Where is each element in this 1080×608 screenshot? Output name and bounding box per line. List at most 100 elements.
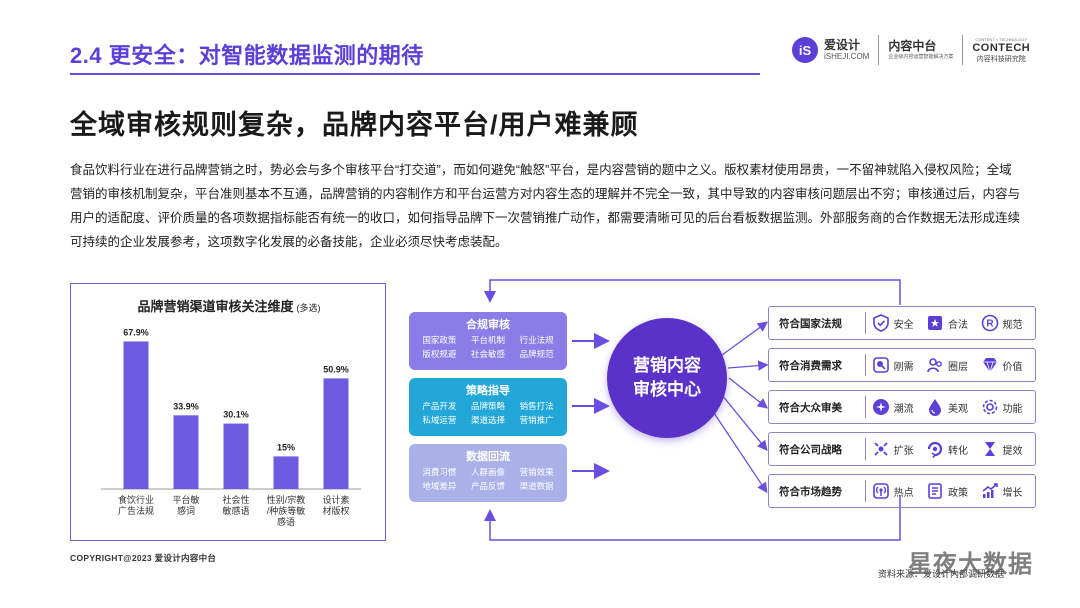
- category-item: 地域差异: [422, 481, 457, 491]
- feedback-arrow-bottom: [484, 495, 901, 541]
- requirement-item: 潮流: [872, 398, 926, 416]
- brand-divider: [878, 35, 880, 65]
- source-note: 资料来源：爱设计内部调研数据: [878, 569, 1005, 579]
- review-center-circle: 营销内容 审核中心: [607, 318, 727, 438]
- x-tick-label: 社会性: [222, 494, 249, 505]
- growth-icon: [981, 482, 999, 500]
- requirement-item: 美观: [926, 398, 980, 416]
- category-item: 消费习惯: [422, 467, 457, 477]
- content-platform-logo: 内容中台 企业级内容运营智能解决方案: [888, 39, 954, 61]
- category-title: 数据回流: [466, 451, 510, 463]
- drop-icon: [926, 398, 944, 416]
- row-divider: [864, 354, 866, 376]
- section-title: 2.4 更安全：对智能数据监测的期待: [70, 43, 424, 68]
- arrow-req-4: [721, 394, 768, 452]
- contech-tagline: CONTENT × TECHNOLOGY: [975, 36, 1028, 42]
- bar-value-label: 50.9%: [323, 364, 349, 374]
- contech-sub: 内容科技研究院: [976, 55, 1026, 63]
- requirement-item: 功能: [981, 398, 1035, 416]
- requirement-label: 符合国家法规: [779, 317, 842, 330]
- cycle-icon: [926, 440, 944, 458]
- isheji-name: 爱设计: [824, 38, 861, 52]
- chart-title: 品牌营销渠道审核关注维度 (多选): [71, 296, 387, 315]
- category-item: 品牌规范: [519, 349, 554, 359]
- requirement-label: 符合市场趋势: [779, 485, 842, 498]
- category-item: 品牌策略: [470, 401, 505, 411]
- document-icon: [926, 482, 944, 500]
- x-tick-label: 材版权: [322, 505, 349, 516]
- x-tick-label: 设计素: [322, 494, 349, 505]
- requirement-item-label: 规范: [1002, 319, 1023, 331]
- category-item: 版权规避: [422, 349, 457, 359]
- bar-value-label: 67.9%: [123, 327, 149, 337]
- shield-icon: [872, 314, 890, 332]
- isheji-logo-icon: iS: [792, 37, 818, 63]
- requirement-item-label: 价值: [1002, 361, 1023, 373]
- category-item: 私域运营: [422, 415, 457, 425]
- registered-icon: R: [981, 314, 999, 332]
- requirement-item: 政策: [926, 482, 980, 500]
- x-tick-label: 敏感语: [222, 505, 249, 516]
- arrow-req-5: [711, 409, 768, 494]
- category-item: 渠道选择: [470, 415, 505, 425]
- requirement-item-label: 热点: [893, 487, 914, 499]
- requirement-item: 价值: [981, 356, 1035, 374]
- svg-text:R: R: [986, 319, 994, 330]
- bar: [273, 456, 299, 489]
- requirement-item-label: 安全: [893, 319, 914, 331]
- category-title: 合规审核: [466, 319, 510, 331]
- requirement-item-label: 增长: [1002, 487, 1023, 499]
- arrow-req-3: [728, 377, 769, 409]
- category-item: 渠道数据: [519, 481, 554, 491]
- x-tick-label: 感语: [277, 516, 295, 527]
- bar: [123, 341, 149, 489]
- row-divider: [864, 480, 866, 502]
- requirement-item-label: 美观: [948, 403, 969, 415]
- x-tick-label: /种族等敏: [267, 505, 306, 516]
- requirement-item: 提效: [981, 440, 1035, 458]
- requirement-item: 合法: [926, 314, 980, 332]
- bar-value-label: 15%: [277, 442, 295, 452]
- row-divider: [864, 438, 866, 460]
- requirement-item-label: 潮流: [893, 403, 914, 415]
- contech-name: CONTECH: [972, 41, 1031, 54]
- diamond-icon: [981, 356, 999, 374]
- requirement-item-label: 政策: [948, 487, 969, 499]
- bar-chart-panel: 品牌营销渠道审核关注维度 (多选) 67.9% 食饮行业 广告法规 33.9% 平台敏 感词…: [70, 283, 386, 541]
- category-item: 产品反馈: [470, 481, 505, 491]
- isheji-url: iSHEJI.COM: [824, 52, 870, 61]
- requirement-row: 符合市场趋势 热点 政策 增长: [768, 474, 1036, 508]
- people-icon: [926, 356, 944, 374]
- category-item: 社会敏感: [470, 349, 505, 359]
- x-tick-label: 广告法规: [118, 505, 154, 516]
- requirement-label: 符合消费需求: [779, 359, 842, 372]
- content-platform-name: 内容中台: [888, 39, 937, 53]
- hourglass-icon: [981, 440, 999, 458]
- category-title: 策略指导: [466, 385, 510, 397]
- feedback-arrow-top: [484, 279, 901, 305]
- center-line-2: 审核中心: [633, 380, 701, 399]
- x-tick-label: 性别/宗教: [267, 494, 306, 505]
- chart-title-text: 品牌营销渠道审核关注维度: [137, 299, 294, 314]
- arrow-req-1: [721, 321, 769, 356]
- requirement-row: 符合大众审美 潮流 美观 功能: [768, 390, 1036, 424]
- watermark: 星夜大数据: [908, 551, 1033, 578]
- row-divider: [864, 396, 866, 418]
- bar: [173, 415, 199, 489]
- x-tick-label: 食饮行业: [118, 494, 154, 505]
- requirement-item-label: 扩张: [893, 445, 914, 457]
- requirement-item-label: 提效: [1002, 445, 1023, 457]
- chart-title-note: (多选): [296, 303, 321, 313]
- category-item: 销售打法: [519, 401, 554, 411]
- body-paragraph: 食品饮料行业在进行品牌营销之时，势必会与多个审核平台“打交道”，而如何避免“触怒…: [70, 163, 1021, 249]
- copyright: COPYRIGHT@2023 爱设计内容中台: [70, 553, 217, 563]
- x-tick-label: 感词: [177, 505, 195, 516]
- sparkle-icon: [872, 398, 890, 416]
- brand-divider: [962, 35, 964, 65]
- broadcast-icon: [872, 482, 890, 500]
- requirement-row: 符合国家法规 安全 合法 R 规范: [768, 306, 1036, 340]
- contech-logo: CONTENT × TECHNOLOGY CONTECH 内容科技研究院: [972, 37, 1030, 64]
- category-strategy: 策略指导 产品开发 品牌策略 销售打法 私域运营 渠道选择 营销推广: [409, 378, 567, 436]
- category-item: 人群画像: [470, 467, 505, 477]
- content-platform-sub: 企业级内容运营智能解决方案: [888, 54, 954, 60]
